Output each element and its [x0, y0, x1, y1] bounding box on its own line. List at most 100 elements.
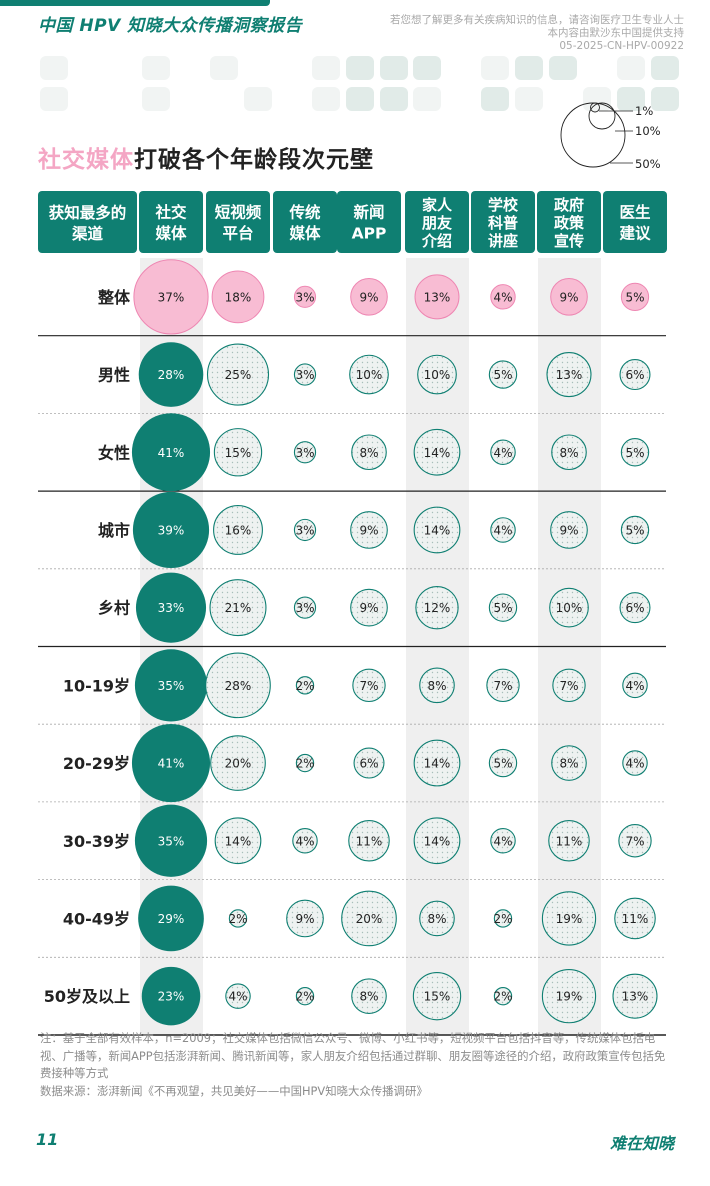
bubble [211, 270, 265, 324]
decorative-tile [651, 56, 680, 80]
column-header-cell [537, 191, 601, 253]
column-header-label: 媒体 [155, 224, 187, 243]
decorative-tile [413, 87, 442, 111]
bubble [620, 282, 650, 311]
bubble [419, 667, 455, 704]
disclaimer-line-3: 05-2025-CN-HPV-00922 [559, 40, 684, 52]
bubble-value-label: 9% [559, 290, 578, 304]
bubble [341, 890, 397, 947]
bubble-value-label: 11% [622, 912, 649, 926]
bubble-value-label: 10% [424, 368, 451, 382]
bubble [135, 572, 207, 643]
disclaimer-line-1: 若您想了解更多有关疾病知识的信息，请咨询医疗卫生专业人士 [390, 14, 684, 26]
column-shade [140, 258, 203, 1035]
bubble [541, 891, 597, 946]
row-label: 20-29岁 [63, 754, 130, 773]
column-header-label: 介绍 [421, 232, 452, 250]
bubble-value-label: 20% [356, 912, 383, 926]
bubble-value-label: 2% [295, 990, 314, 1004]
bubble-value-label: 10% [356, 368, 383, 382]
bubble-value-label: 3% [295, 290, 314, 304]
bubble-value-label: 41% [158, 757, 185, 771]
bubble [348, 819, 390, 862]
bubble-value-label: 28% [225, 679, 252, 693]
bubble [619, 592, 651, 624]
bubble [225, 983, 251, 1009]
bubble [132, 491, 210, 569]
bubble-value-label: 12% [424, 601, 451, 615]
bubble-value-label: 2% [295, 679, 314, 693]
decorative-tile [311, 56, 340, 80]
bubble [134, 649, 208, 722]
bubble [490, 517, 516, 543]
bubble-value-label: 3% [295, 368, 314, 382]
column-header-cell [405, 191, 469, 253]
decorative-tile [413, 56, 442, 80]
bubble [213, 428, 263, 477]
bubble [295, 986, 315, 1006]
footnote-text: 注：基于全部有效样本，n=2009；社交媒体包括微信公众号、微博、小红书等，短视… [40, 1031, 666, 1080]
bubble [486, 668, 520, 703]
bubble [488, 360, 518, 389]
bubble-value-label: 19% [556, 990, 583, 1004]
bubble-value-label: 9% [295, 912, 314, 926]
bubble-value-label: 15% [225, 446, 252, 460]
bubble [413, 506, 461, 554]
bubble-value-label: 4% [295, 834, 314, 848]
bubble-value-label: 5% [493, 368, 512, 382]
bubble-value-label: 41% [158, 446, 185, 460]
column-header-cell [273, 191, 337, 253]
row-label: 男性 [98, 366, 130, 385]
bubble-value-label: 4% [625, 679, 644, 693]
bubble-value-label: 23% [158, 990, 185, 1004]
bubble-value-label: 33% [158, 601, 185, 615]
bubble-value-label: 37% [158, 290, 185, 304]
column-header-label: 政府 [554, 196, 584, 214]
disclaimer: 若您想了解更多有关疾病知识的信息，请咨询医疗卫生专业人士 本内容由默沙东中国提供… [390, 14, 684, 53]
column-header-cell [337, 191, 401, 253]
column-header-label: 媒体 [289, 224, 321, 243]
bubble-value-label: 39% [158, 523, 185, 537]
decorative-tile [617, 56, 646, 80]
bubble-value-label: 3% [295, 523, 314, 537]
bubble-value-label: 8% [359, 446, 378, 460]
bubble [619, 359, 651, 391]
section-title-rest: 打破各个年龄段次元壁 [134, 147, 374, 173]
column-header-label: 平台 [222, 224, 253, 243]
decorative-tile [345, 56, 374, 80]
bubble [550, 511, 588, 549]
section-title-highlight: 社交媒体 [38, 147, 134, 173]
bubble-value-label: 7% [359, 679, 378, 693]
column-header-label: 学校 [488, 196, 519, 214]
bubble [552, 668, 586, 703]
bubble [138, 885, 204, 952]
decorative-tile [141, 87, 170, 111]
bubble-value-label: 4% [493, 523, 512, 537]
column-header-label: 社交 [154, 203, 187, 222]
bubble-value-label: 6% [625, 601, 644, 615]
bubble [551, 745, 587, 781]
column-shade [406, 258, 469, 1035]
bubble [205, 652, 271, 719]
bubble [351, 434, 387, 471]
row-label: 10-19岁 [63, 676, 130, 695]
decorative-tile [345, 87, 374, 111]
bubble-value-label: 5% [625, 446, 644, 460]
bubble [210, 735, 266, 791]
bubble [618, 824, 652, 858]
bubble [293, 363, 317, 386]
bubble-value-label: 21% [225, 601, 252, 615]
source-text: 数据来源：澎湃新闻《不再观望，共见美好——中国HPV知晓大众传播调研》 [40, 1083, 428, 1098]
bubble [490, 439, 516, 465]
decorative-tile [379, 87, 408, 111]
bubble-value-label: 14% [225, 834, 252, 848]
column-header-label: 讲座 [488, 232, 518, 250]
row-label: 整体 [97, 288, 131, 307]
bubble [612, 973, 658, 1019]
bubble-value-label: 5% [493, 601, 512, 615]
bubble-value-label: 7% [625, 834, 644, 848]
bubble-value-label: 9% [359, 523, 378, 537]
bubble [293, 441, 317, 464]
bubble-value-label: 18% [225, 290, 252, 304]
